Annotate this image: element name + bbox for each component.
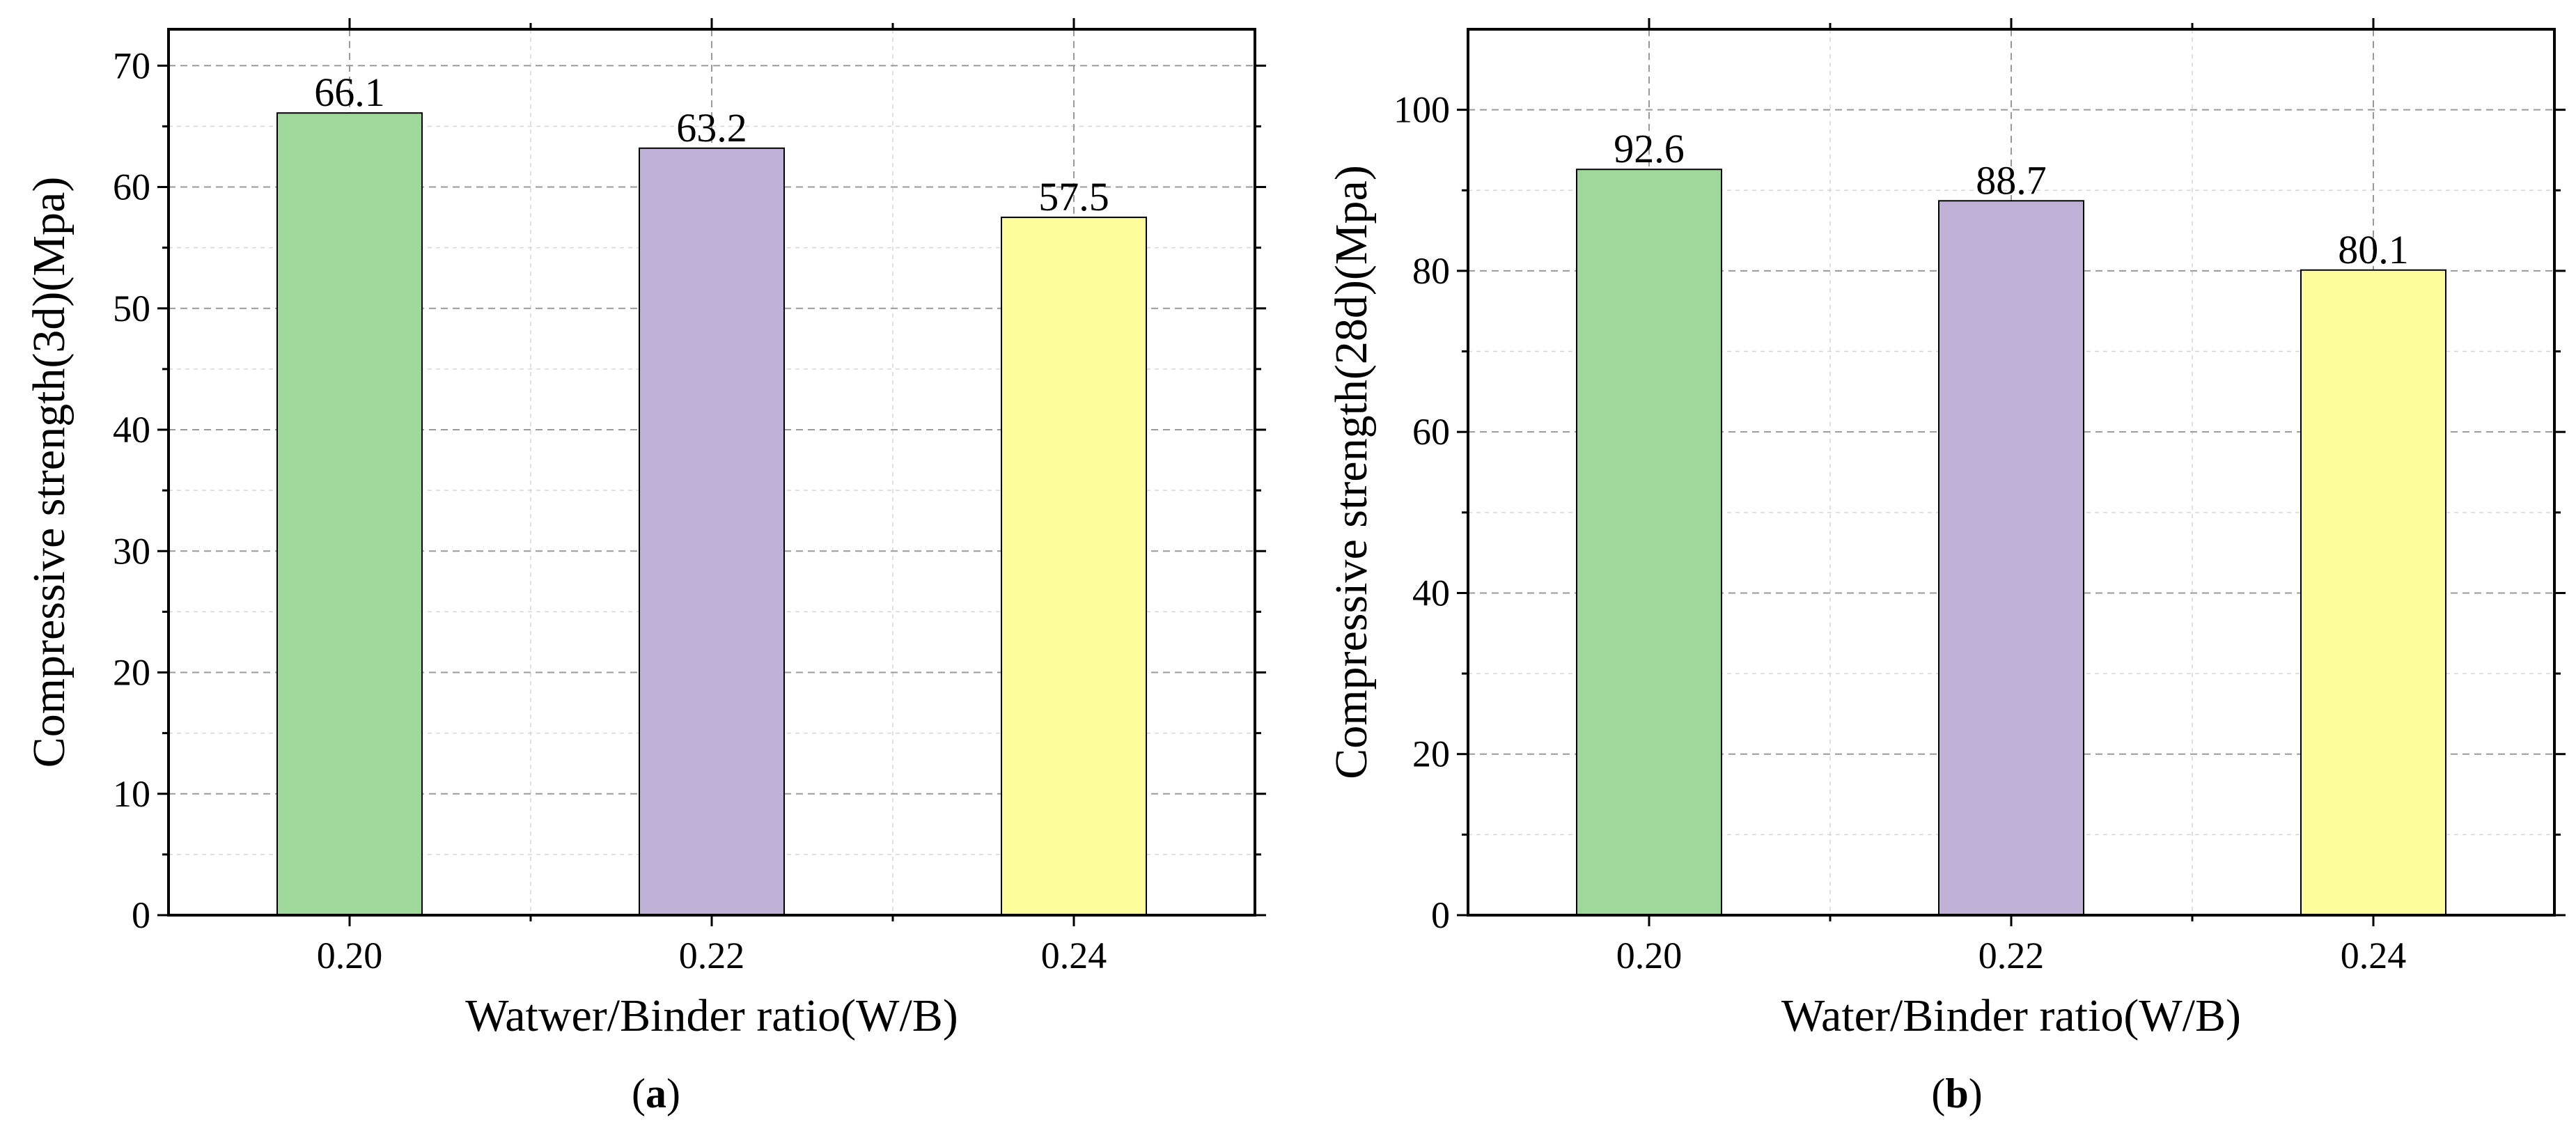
x-tick-label-a-0: 0.20 (317, 935, 383, 976)
y-tick-label-b-3: 60 (1412, 411, 1450, 453)
data-label-a-0: 66.1 (314, 70, 385, 115)
y-tick-label-a-3: 30 (113, 530, 150, 572)
bar-b-0 (1576, 169, 1722, 916)
x-axis-title-a: Watwer/Binder ratio(W/B) (465, 990, 958, 1041)
panel-label-b: (b) (1931, 1070, 1982, 1116)
bars-a (276, 112, 1147, 917)
y-tick-label-b-2: 40 (1412, 572, 1450, 614)
x-tick-label-b-1: 0.22 (1978, 935, 2045, 976)
y-tick-label-a-0: 0 (132, 894, 150, 936)
data-label-b-2: 80.1 (2338, 227, 2409, 272)
y-tick-label-a-4: 40 (113, 409, 150, 451)
chart-panel-a: 66.1 63.2 57.5 0 10 20 30 40 50 60 70 0.… (24, 18, 1266, 1116)
y-tick-label-b-1: 20 (1412, 733, 1450, 775)
x-tick-label-a-2: 0.24 (1041, 935, 1107, 976)
y-axis-title-b: Compressive strength(28d)(Mpa) (1326, 165, 1377, 779)
y-tick-label-b-0: 0 (1431, 894, 1450, 936)
x-tick-label-a-1: 0.22 (679, 935, 745, 976)
bar-b-2 (2300, 269, 2446, 916)
data-label-a-2: 57.5 (1038, 174, 1109, 219)
bar-a-0 (276, 112, 423, 917)
y-tick-label-a-6: 60 (113, 166, 150, 208)
y-tick-label-b-5: 100 (1394, 89, 1450, 131)
bar-b-1 (1938, 200, 2084, 917)
panel-label-a: (a) (632, 1070, 680, 1116)
bar-a-1 (639, 147, 785, 917)
bars-b (1576, 169, 2446, 917)
y-axis-title-a: Compressive strength(3d)(Mpa) (24, 177, 75, 768)
y-tick-label-a-2: 20 (113, 652, 150, 694)
data-label-a-1: 63.2 (676, 105, 747, 150)
y-tick-label-a-7: 70 (113, 45, 150, 86)
chart-panel-b: 92.6 88.7 80.1 0 20 40 60 80 100 0.20 0.… (1326, 18, 2566, 1116)
ticks-b (1457, 18, 2566, 926)
x-tick-label-b-0: 0.20 (1616, 935, 1683, 976)
ticks-a (157, 18, 1266, 926)
y-tick-label-a-1: 10 (113, 773, 150, 815)
x-tick-label-b-2: 0.24 (2341, 935, 2407, 976)
data-label-b-1: 88.7 (1976, 157, 2047, 203)
y-tick-label-a-5: 50 (113, 288, 150, 329)
x-axis-title-b: Water/Binder ratio(W/B) (1781, 990, 2241, 1041)
bar-a-2 (1001, 217, 1147, 916)
y-tick-label-b-4: 80 (1412, 250, 1450, 292)
data-label-b-0: 92.6 (1614, 126, 1685, 171)
